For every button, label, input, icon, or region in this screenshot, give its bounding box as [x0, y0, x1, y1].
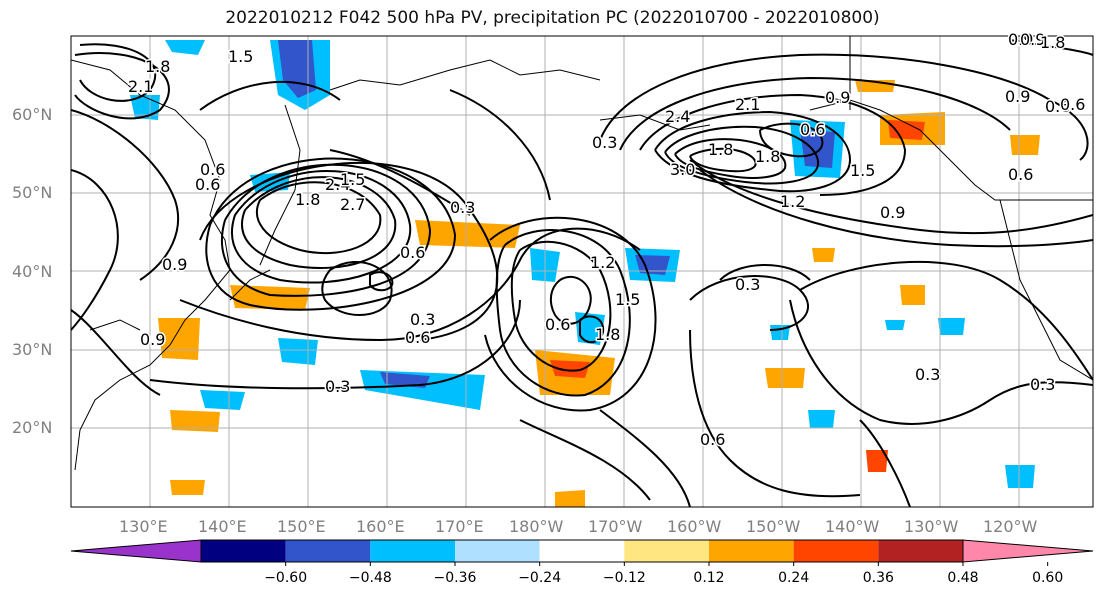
pv-contours	[71, 39, 1093, 507]
contour-label: 2.4	[325, 175, 350, 194]
colorbar-swatch	[370, 540, 455, 562]
contour-label: 1.5	[615, 290, 640, 309]
contour-label: 0.9	[162, 255, 187, 274]
contour-label: 3.0	[670, 160, 695, 179]
map-title: 2022010212 F042 500 hPa PV, precipitatio…	[225, 8, 880, 28]
contour-label: 0.6	[405, 328, 430, 347]
colorbar-swatch	[709, 540, 794, 562]
colorbar-tick-label: 0.48	[947, 570, 978, 586]
contour-label: 0.3	[410, 310, 435, 329]
lon-label-140e: 140°E	[198, 517, 247, 536]
lon-label-150w: 150°W	[746, 517, 801, 536]
colorbar-swatch	[285, 540, 371, 562]
lon-label-170e: 170°E	[435, 517, 484, 536]
contour-label: 0.6	[1045, 97, 1070, 116]
contour-label: 1.8	[295, 190, 320, 209]
colorbar-swatch	[539, 540, 625, 562]
lat-label-60n: 60°N	[12, 105, 53, 124]
contour-label: 0.6	[195, 175, 220, 194]
colorbar-tick-label: 0.36	[863, 570, 894, 586]
colorbar-swatch	[201, 540, 286, 562]
colorbar-tick-label: −0.12	[603, 570, 646, 586]
contour-label: 0.9	[1008, 30, 1033, 49]
lon-label-160e: 160°E	[356, 517, 405, 536]
lon-label-130e: 130°E	[119, 517, 168, 536]
lon-label-160w: 160°W	[667, 517, 722, 536]
contour-label: 0.6	[800, 120, 825, 139]
contour-label: 0.3	[450, 198, 475, 217]
contour-label: 0.6	[545, 315, 570, 334]
contour-label: 2.1	[128, 77, 153, 96]
contour-label: 0.6	[1008, 165, 1033, 184]
lon-label-150e: 150°E	[277, 517, 326, 536]
lon-label-170w: 170°W	[588, 517, 643, 536]
lat-label-40n: 40°N	[12, 262, 53, 281]
contour-label: 1.8	[145, 57, 170, 76]
colorbar-tick-label: −0.24	[518, 570, 561, 586]
contour-label: 0.3	[1030, 375, 1055, 394]
contour-label: 0.9	[1005, 87, 1030, 106]
colorbar-tick-label: 0.24	[778, 570, 809, 586]
map-frame	[70, 35, 1094, 508]
contour-label: 0.3	[735, 275, 760, 294]
contour-label: 0.9	[140, 330, 165, 349]
lat-label-20n: 20°N	[12, 418, 53, 437]
colorbar-frame	[200, 539, 964, 563]
colorbar-swatch	[455, 540, 540, 562]
contour-label: 1.5	[228, 47, 253, 66]
contour-label: 1.8	[708, 140, 733, 159]
contour-label: 0.3	[915, 365, 940, 384]
contour-label: 2.7	[340, 195, 365, 214]
contour-label: 0.6	[400, 243, 425, 262]
contour-label: 0.9	[1020, 30, 1045, 49]
contour-label: 1.5	[340, 170, 365, 189]
lon-label-140w: 140°W	[825, 517, 880, 536]
contour-label: 0.3	[592, 133, 617, 152]
colorbar-tick-label: −0.36	[434, 570, 477, 586]
contour-label: 0.3	[325, 377, 350, 396]
contour-label: 1.2	[590, 253, 615, 272]
contour-label: 1.2	[780, 192, 805, 211]
colorbar-extend-high	[962, 539, 1094, 563]
colorbar-extend-low	[70, 539, 202, 563]
colorbar-tick-label: 0.12	[693, 570, 724, 586]
lon-label-130w: 130°W	[904, 517, 959, 536]
contour-label: 2.1	[735, 95, 760, 114]
lat-label-50n: 50°N	[12, 183, 53, 202]
lat-label-30n: 30°N	[12, 340, 53, 359]
contour-label: 0.6	[1060, 95, 1085, 114]
contour-label: 1.8	[595, 325, 620, 344]
contour-label: 1.5	[850, 161, 875, 180]
contour-label: 0.9	[825, 88, 850, 107]
colorbar-swatch	[624, 540, 709, 562]
contour-label: 1.8	[1040, 33, 1065, 52]
lon-label-120w: 120°W	[983, 517, 1038, 536]
lon-label-180w: 180°W	[509, 517, 564, 536]
contour-label: 0.9	[880, 203, 905, 222]
colorbar-tick-label: 0.60	[1032, 570, 1063, 586]
colorbar: −0.60 −0.48 −0.36 −0.24 −0.12 0.12 0.24 0.36 0.4…	[70, 539, 1094, 586]
contour-label: 0.6	[200, 160, 225, 179]
colorbar-swatch	[793, 540, 879, 562]
contour-label: 1.8	[755, 147, 780, 166]
contour-label: 0.6	[700, 430, 725, 449]
contour-labels: 1.51.82.12.42.71.81.50.60.60.90.90.30.60…	[127, 29, 1087, 451]
colorbar-tick-label: −0.60	[264, 570, 307, 586]
colorbar-swatch	[878, 540, 963, 562]
contour-label: 2.4	[665, 107, 690, 126]
colorbar-tick-label: −0.48	[349, 570, 392, 586]
